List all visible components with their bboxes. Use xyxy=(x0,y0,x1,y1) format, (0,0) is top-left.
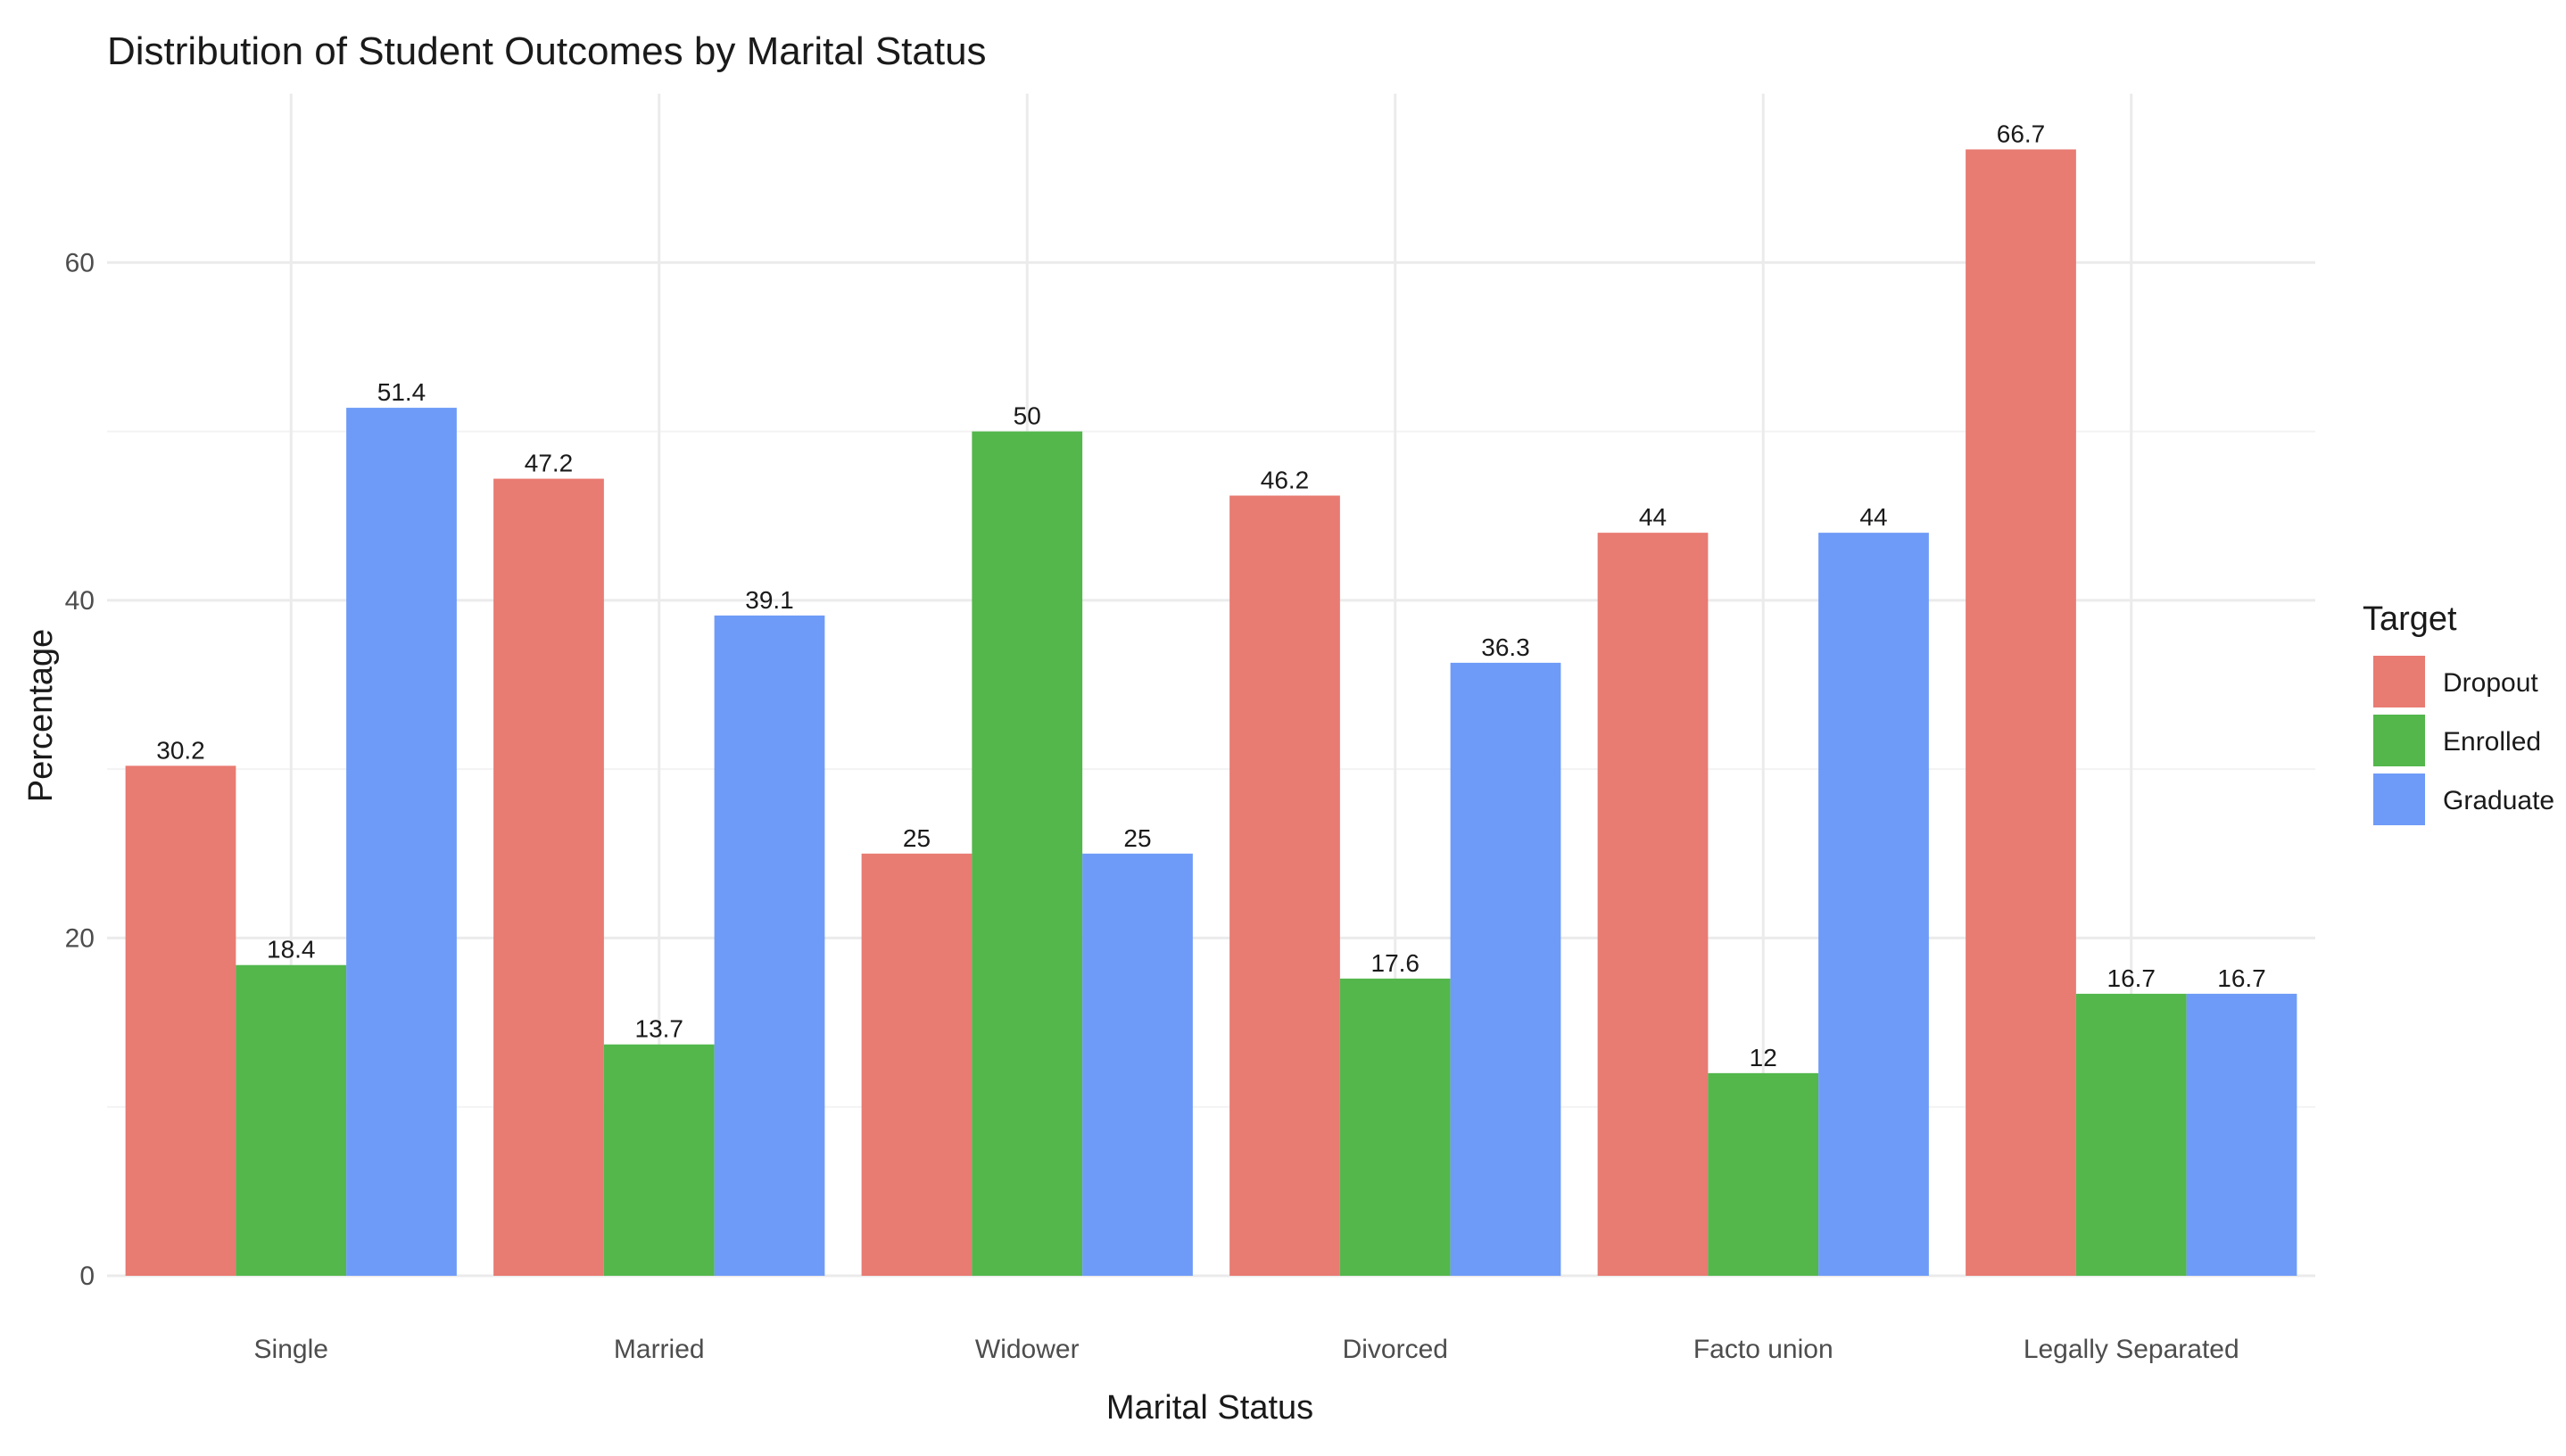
bar-enrolled xyxy=(1708,1072,1819,1276)
legend-key-graduate xyxy=(2373,774,2425,825)
data-label: 16.7 xyxy=(2217,964,2266,992)
legend-title: Target xyxy=(2363,600,2457,638)
bar-graduate xyxy=(1082,853,1193,1276)
data-label: 51.4 xyxy=(377,378,426,406)
bar-enrolled xyxy=(603,1044,715,1276)
legend: Target Dropout Enrolled Graduate xyxy=(2363,600,2554,825)
y-tick-label: 20 xyxy=(65,923,95,953)
bars xyxy=(125,149,2297,1277)
data-label: 25 xyxy=(1123,824,1151,852)
y-tick-label: 60 xyxy=(65,248,95,277)
data-label: 18.4 xyxy=(267,936,316,964)
data-label: 36.3 xyxy=(1481,633,1530,661)
bar-enrolled xyxy=(1339,978,1451,1276)
bar-dropout xyxy=(1597,533,1709,1276)
y-tick-label: 0 xyxy=(79,1262,95,1291)
bar-graduate xyxy=(714,615,825,1276)
legend-label: Dropout xyxy=(2443,668,2538,698)
bar-graduate xyxy=(1818,533,1929,1276)
x-tick-label: Married xyxy=(614,1335,705,1364)
data-labels: 30.2 18.4 51.4 47.2 13.7 39.1 25 50 25 46.2 17.6 36… xyxy=(156,120,2266,1071)
bar-enrolled xyxy=(972,431,1083,1277)
data-label: 17.6 xyxy=(1371,949,1420,977)
bar-dropout xyxy=(1966,149,2076,1277)
data-label: 16.7 xyxy=(2107,964,2156,992)
x-tick-label: Widower xyxy=(975,1335,1080,1364)
x-tick-label: Facto union xyxy=(1693,1335,1833,1364)
chart-title: Distribution of Student Outcomes by Mari… xyxy=(107,29,987,73)
y-axis-ticks: 0 20 40 60 xyxy=(65,248,95,1291)
x-axis-ticks: Single Married Widower Divorced Facto union L… xyxy=(254,1335,2239,1364)
data-label: 46.2 xyxy=(1261,467,1310,494)
x-tick-label: Single xyxy=(254,1335,328,1364)
data-label: 44 xyxy=(1639,503,1667,531)
data-label: 39.1 xyxy=(745,586,794,614)
x-tick-label: Legally Separated xyxy=(2024,1335,2239,1364)
legend-label: Graduate xyxy=(2443,786,2554,815)
data-label: 47.2 xyxy=(525,450,574,477)
legend-key-enrolled xyxy=(2373,715,2425,766)
bar-dropout xyxy=(125,765,236,1276)
bar-graduate xyxy=(346,408,457,1277)
y-tick-label: 40 xyxy=(65,586,95,616)
data-label: 44 xyxy=(1859,503,1887,531)
bar-dropout xyxy=(861,853,973,1276)
data-label: 12 xyxy=(1750,1044,1777,1071)
data-label: 50 xyxy=(1014,402,1041,430)
legend-key-dropout xyxy=(2373,656,2425,707)
bar-dropout xyxy=(493,478,604,1276)
x-axis-title: Marital Status xyxy=(1106,1389,1313,1427)
bar-graduate xyxy=(1450,662,1561,1276)
data-label: 30.2 xyxy=(156,736,205,764)
y-axis-title: Percentage xyxy=(22,629,60,802)
bar-enrolled xyxy=(2075,993,2187,1276)
legend-label: Enrolled xyxy=(2443,727,2541,757)
bar-enrolled xyxy=(236,964,347,1276)
x-tick-label: Divorced xyxy=(1343,1335,1448,1364)
data-label: 25 xyxy=(903,824,931,852)
bar-dropout xyxy=(1229,495,1340,1276)
data-label: 66.7 xyxy=(1997,120,2046,147)
data-label: 13.7 xyxy=(635,1015,684,1043)
bar-graduate xyxy=(2186,993,2297,1276)
